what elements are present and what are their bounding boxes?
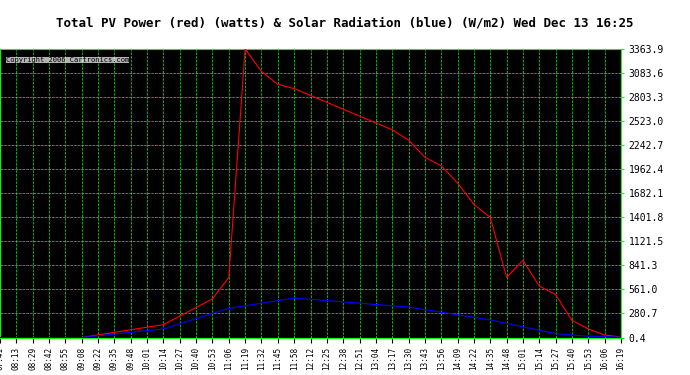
- Text: Copyright 2006 Cartronics.com: Copyright 2006 Cartronics.com: [6, 57, 130, 63]
- Text: Total PV Power (red) (watts) & Solar Radiation (blue) (W/m2) Wed Dec 13 16:25: Total PV Power (red) (watts) & Solar Rad…: [57, 16, 633, 29]
